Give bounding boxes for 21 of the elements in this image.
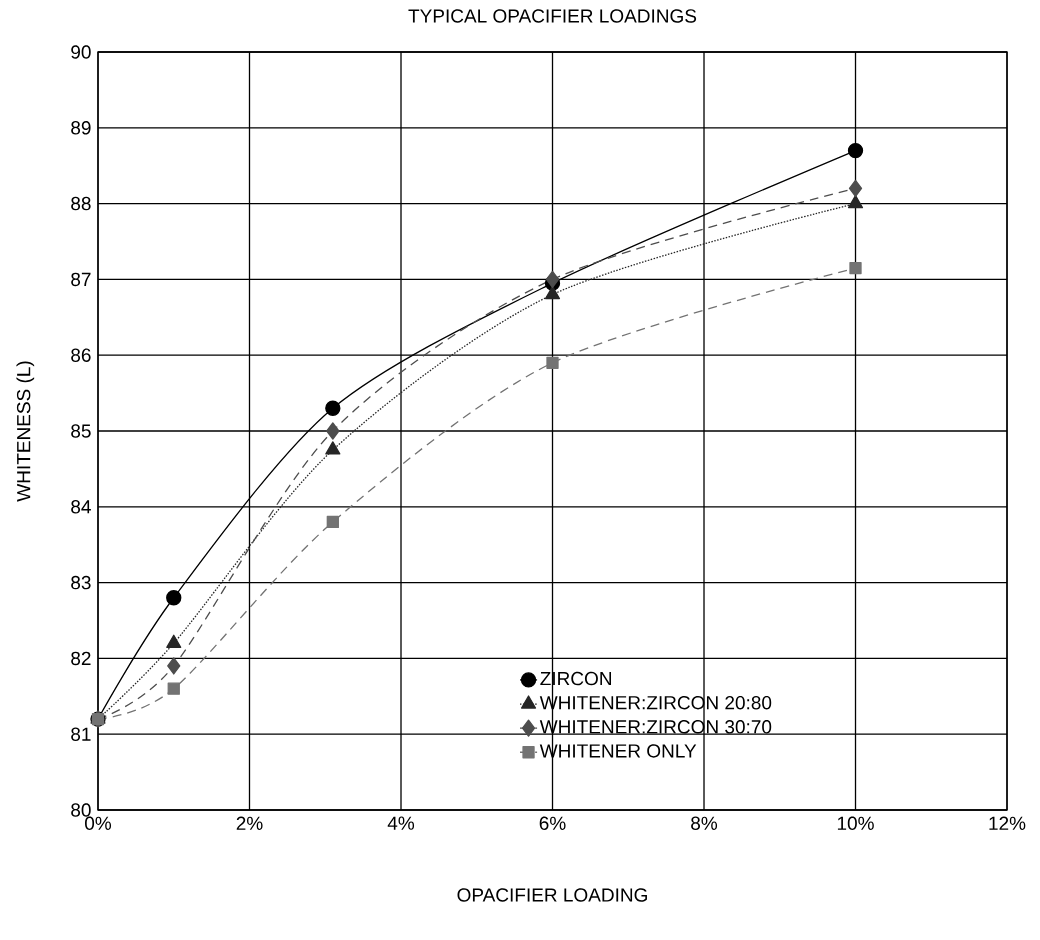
y-tick-label: 84 xyxy=(71,500,91,514)
y-tick-label: 83 xyxy=(71,575,91,590)
y-axis-title: WHITENESS (L) xyxy=(16,361,35,502)
x-tick-label: 2% xyxy=(236,816,263,830)
y-tick-label: 88 xyxy=(71,196,91,211)
x-tick-label: 0% xyxy=(85,816,112,830)
x-axis-title: OPACIFIER LOADING xyxy=(457,888,647,902)
y-tick-label: 90 xyxy=(71,45,91,59)
chart-title: TYPICAL OPACIFIER LOADINGS xyxy=(408,9,697,23)
y-tick-label: 80 xyxy=(71,803,91,817)
y-tick-label: 85 xyxy=(71,424,91,438)
y-tick-label: 87 xyxy=(71,272,91,287)
y-tick-label: 82 xyxy=(71,651,91,666)
x-tick-label: 12% xyxy=(989,816,1026,830)
y-tick-label: 81 xyxy=(71,727,91,741)
x-tick-label: 4% xyxy=(387,816,415,830)
x-tick-label: 8% xyxy=(691,816,718,830)
x-tick-label: 6% xyxy=(539,816,566,830)
x-tick-label: 10% xyxy=(837,816,874,830)
y-tick-label: 86 xyxy=(71,348,91,362)
y-tick-label: 89 xyxy=(71,121,91,135)
